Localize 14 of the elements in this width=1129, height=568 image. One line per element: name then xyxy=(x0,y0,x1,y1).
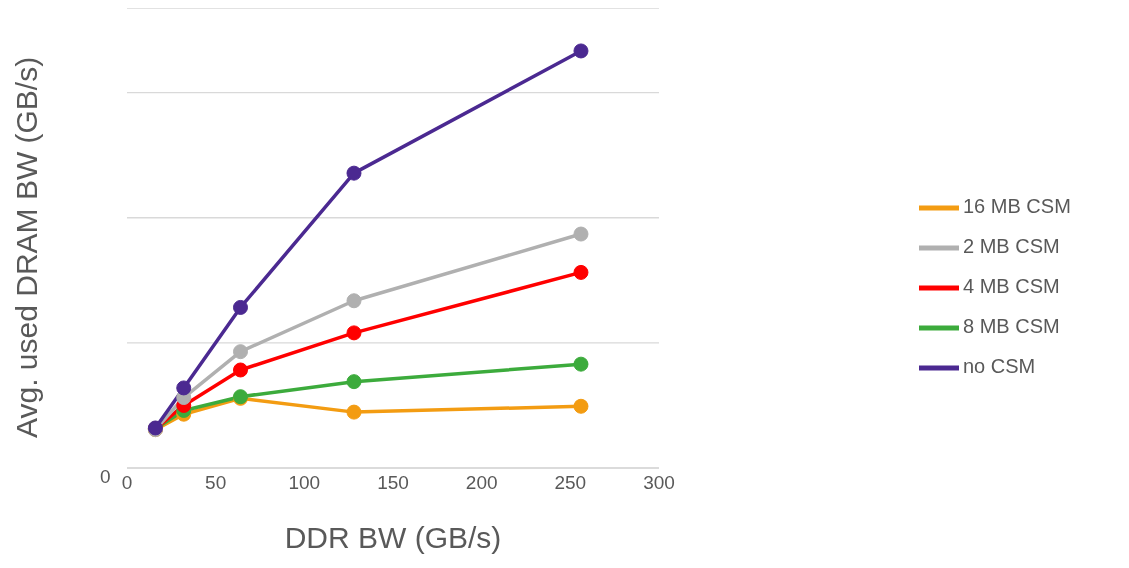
x-tick-label: 200 xyxy=(465,472,498,494)
x-tick-label: 50 xyxy=(205,472,227,494)
legend-label: 16 MB CSM xyxy=(963,195,1071,218)
x-axis-title: DDR BW (GB/s) xyxy=(284,521,502,554)
x-tick-label: 250 xyxy=(554,472,587,494)
legend-label: no CSM xyxy=(963,355,1036,378)
legend-label: 2 MB CSM xyxy=(963,235,1060,258)
x-tick-label: 100 xyxy=(288,472,321,494)
y-axis-title: Avg. used DRAM BW (GB/s) xyxy=(10,56,44,438)
x-tick-label: 0 xyxy=(121,472,133,494)
x-tick-label: 150 xyxy=(377,472,409,494)
legend-label: 8 MB CSM xyxy=(963,315,1060,338)
legend-label: 4 MB CSM xyxy=(963,275,1060,298)
x-tick-label: 300 xyxy=(643,472,675,494)
